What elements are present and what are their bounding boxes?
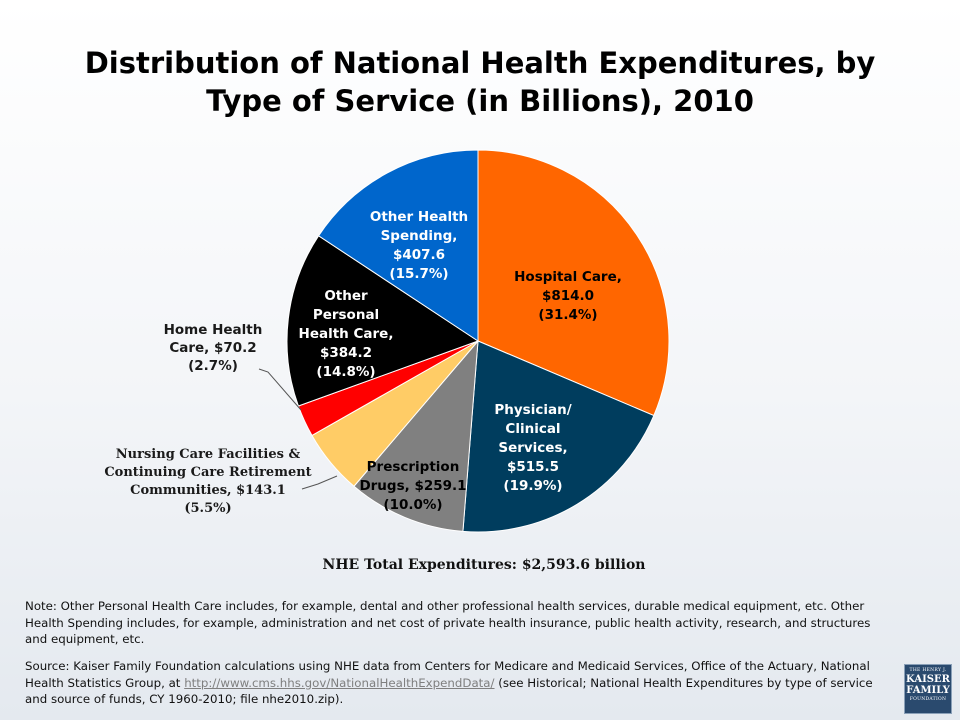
slice-label-line: Home Health [164, 322, 263, 338]
source-prefix: Source: Kaiser Family Foundation calcula… [25, 659, 870, 690]
logo-line-3: FAMILY [906, 685, 950, 696]
slice-label-line: $384.2 [320, 345, 372, 361]
pie-slice-hospital-care [477, 149, 670, 417]
slice-label-nursing-care-facilities-continuing-care-retirement-communities: Nursing Care Facilities & Continuing Care… [104, 447, 311, 516]
source-suffix: (see Historical; National Health Expendi… [25, 675, 873, 707]
slice-label-line: (2.7%) [188, 358, 238, 374]
slice-label-line: Prescription [367, 459, 460, 475]
kaiser-family-foundation-logo: THE HENRY J. KAISER FAMILY FOUNDATION [904, 664, 952, 714]
slice-label-line: (31.4%) [538, 307, 597, 323]
slice-label-line: Communities, $143.1 [130, 483, 286, 498]
slice-label-line: (14.8%) [316, 364, 375, 380]
source-link[interactable]: http://www.cms.hhs.gov/NationalHealthExp… [184, 675, 495, 690]
slice-label-line: $515.5 [507, 459, 559, 475]
leader-line-home-health-care [258, 368, 302, 411]
slice-label-line: Health Care, [299, 326, 394, 342]
chart-note: Note: Other Personal Health Care include… [25, 599, 871, 646]
slice-label-line: Personal [313, 307, 379, 323]
slice-label-line: $407.6 [393, 247, 445, 263]
slice-label-line: Services, [498, 440, 567, 456]
slice-label-home-health-care: Home Health Care, $70.2 (2.7%) [164, 322, 263, 374]
pie-slice-other-personal-health-care [286, 235, 480, 407]
slice-label-line: (15.7%) [389, 266, 448, 282]
leader-line-nursing-care-facilities-continuing-care-retirement-communities [301, 475, 338, 490]
slice-label-physician-clinical-services: Physician/Clinical Services, $515.5 (19.9%) [494, 402, 571, 494]
slice-label-line: Physician/ [494, 402, 571, 418]
slice-label-line: Other [324, 288, 368, 304]
slice-label-prescription-drugs: Prescription Drugs, $259.1 (10.0%) [359, 459, 466, 513]
logo-line-4: FOUNDATION [909, 697, 947, 702]
slice-label-line: (5.5%) [184, 501, 231, 516]
slice-label-line: Other Health [370, 209, 468, 225]
total-expenditures-label: NHE Total Expenditures: $2,593.6 billion [322, 557, 646, 573]
slice-label-line: Clinical [505, 421, 560, 437]
slice-label-line: (19.9%) [503, 478, 562, 494]
slice-label-other-personal-health-care: Other Personal Health Care, $384.2 (14.8%) [299, 288, 394, 380]
pie-chart: Hospital Care, $814.0 (31.4%) Physician/Cli… [104, 149, 670, 533]
pie-slice-physician-clinical-services [462, 340, 655, 533]
slice-label-line: Continuing Care Retirement [104, 465, 311, 480]
pie-slice-other-health-spending [317, 149, 479, 342]
slice-label-line: Care, $70.2 [169, 340, 256, 356]
slice-label-line: Spending, [381, 228, 458, 244]
pie-slice-prescription-drugs [353, 339, 479, 532]
slice-label-hospital-care: Hospital Care, $814.0 (31.4%) [514, 269, 622, 323]
slice-label-line: Drugs, $259.1 [359, 478, 466, 494]
logo-line-2: KAISER [906, 674, 950, 685]
slice-label-line: $814.0 [542, 288, 594, 304]
logo-line-1: THE HENRY J. [909, 668, 947, 673]
slice-label-line: Hospital Care, [514, 269, 622, 285]
chart-source: Source: Kaiser Family Foundation calcula… [25, 658, 893, 708]
slice-label-other-health-spending: Other Health Spending, $407.6 (15.7%) [370, 209, 468, 282]
chart-title: Distribution of National Health Expendit… [84, 46, 876, 118]
slice-label-line: (10.0%) [383, 497, 442, 513]
slice-label-line: Nursing Care Facilities & [116, 447, 301, 462]
